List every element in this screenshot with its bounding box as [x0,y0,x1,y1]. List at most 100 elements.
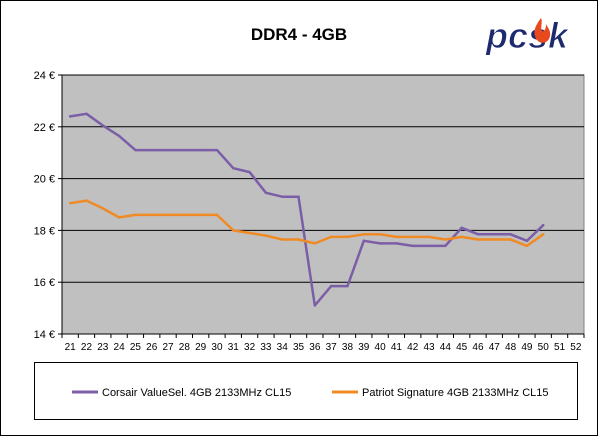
y-tick-label: 24 € [34,70,55,82]
x-tick-label: 47 [489,342,501,353]
series-0-point [281,195,284,198]
x-tick-label: 30 [211,342,223,353]
series-0-point [444,244,447,248]
x-tick-label: 45 [456,342,468,353]
x-tick-label: 50 [538,342,550,353]
series-1-point [329,235,333,239]
series-0-point [150,148,153,152]
x-tick-label: 35 [293,342,305,353]
series-1-point [281,238,284,241]
x-tick-label: 42 [407,342,419,353]
x-tick-label: 49 [521,342,533,353]
series-0-point [248,170,251,174]
series-1-point [166,213,170,217]
x-tick-label: 31 [228,342,240,353]
y-tick-label: 20 € [34,174,55,186]
x-tick-label: 51 [554,342,566,353]
series-1-point [460,235,463,239]
x-tick-label: 27 [162,342,174,353]
series-1-point [248,231,251,235]
legend-items: Corsair ValueSel. 4GB 2133MHz CL15 Patri… [72,387,549,399]
series-1-point [232,229,235,232]
gridlines [62,74,584,283]
series-1-point [264,234,268,237]
x-tick-label: 52 [570,342,582,353]
series-0-point [232,167,235,170]
x-tick-label: 32 [244,342,256,353]
x-tick-label: 24 [114,342,126,353]
logo-text: pcsk [485,15,570,56]
series-1-point [150,213,153,217]
series-1-point [362,233,365,236]
series-0-point [329,284,333,288]
series-0-point [476,233,480,236]
series-line-1 [68,199,545,248]
series-1-point [476,238,480,241]
plot-area [61,74,585,335]
series-line-0 [68,112,545,307]
series-1-point [427,235,431,239]
x-tick-label: 28 [179,342,191,353]
x-tick-label: 38 [342,342,354,353]
series-0-point [362,239,365,242]
flame-icon [534,18,551,43]
chart-title: DDR4 - 4GB [251,25,347,44]
series-1-point [313,242,317,245]
pcsk-logo: pcsk [485,15,571,57]
x-tick-label: 26 [146,342,158,353]
series-0-point [427,244,431,248]
x-tick-label: 34 [277,342,289,353]
series-0-point [509,233,512,236]
series-1-point [542,233,545,236]
series-1-point [346,235,349,239]
series-1-point [444,238,447,241]
series-1-point [378,233,382,236]
series-0-point [199,148,202,152]
x-tick-label: 46 [472,342,484,353]
series-layer [68,112,545,307]
legend [34,362,578,420]
x-tick-label: 33 [260,342,272,353]
x-tick-label: 41 [391,342,403,353]
series-1-point [85,199,88,202]
legend-label-patriot: Patriot Signature 4GB 2133MHz CL15 [362,387,549,399]
series-0-point [68,115,72,118]
x-tick-label: 40 [375,342,387,353]
x-tick-label: 43 [423,342,435,353]
series-0-point [411,244,414,248]
x-tick-label: 48 [505,342,517,353]
series-1-point [199,213,202,217]
x-tick-label: 39 [358,342,370,353]
series-0-point [215,148,219,152]
series-0-point [166,148,170,152]
series-0-point [297,195,300,198]
series-0-point [117,134,121,138]
series-1-point [509,238,512,241]
x-tick-label: 23 [97,342,109,353]
series-0-point [378,242,382,245]
series-0-point [183,148,186,152]
legend-label-corsair: Corsair ValueSel. 4GB 2133MHz CL15 [102,387,291,399]
x-tick-label: 29 [195,342,207,353]
series-1-point [68,202,72,205]
series-0-point [542,224,545,227]
series-0-point [525,239,529,242]
x-tick-label: 22 [81,342,93,353]
x-tick-label: 37 [326,342,338,353]
series-0-point [101,124,104,127]
series-0-point [493,233,496,236]
series-1-point [525,244,529,248]
x-tick-label: 25 [130,342,142,353]
y-tick-label: 14 € [34,329,55,341]
series-0-point [460,226,463,230]
y-tick-label: 18 € [34,225,55,237]
x-tick-label: 36 [309,342,321,353]
x-axis: 21 22 23 24 25 26 27 28 29 30 31 32 33 34 35 36 37 38 39 40… [61,333,585,353]
y-tick-label: 22 € [34,122,55,134]
series-1-point [411,235,414,239]
series-0-point [395,242,398,245]
series-0-point [346,284,349,288]
y-tick-label: 16 € [34,277,55,289]
series-1-point [101,207,104,210]
